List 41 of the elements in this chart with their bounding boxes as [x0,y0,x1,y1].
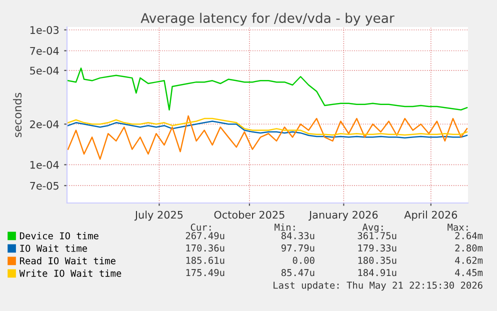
line-series [67,115,468,160]
x-tick-label: January 2026 [308,210,378,221]
text: 4.45m [455,269,483,276]
text: Last update: Thu May 21 22:15:30 2026 [274,281,482,291]
y-tick-label: 7e-05 [30,182,58,190]
y-tick-label: 7e-04 [30,46,59,55]
legend-label: Write IO Wait time [19,270,122,277]
text: 84.33u [281,232,314,240]
line-series [67,118,468,136]
line-series [67,68,468,111]
y-tick-label: 1e-04 [30,160,59,169]
x-tick-label: October 2025 [214,210,284,219]
text: 4.62m [455,256,483,264]
text: 185.61u [186,256,224,264]
y-tick-label: 5e-04 [30,66,59,75]
text: 85.47u [281,269,314,276]
text: Max: [448,224,468,231]
text: Min: [274,223,295,231]
text: 170.36u [186,244,224,252]
line-series [67,120,468,139]
text: 180.35u [358,256,396,264]
y-tick-label: 1e-03 [30,26,59,34]
text: Avg: [362,224,383,233]
text: 179.33u [358,244,396,252]
text: Cur: [190,224,211,231]
text: 2.64m [455,232,483,240]
legend-label: Device IO time [20,232,98,240]
x-tick-label: April 2026 [404,210,458,221]
text: 184.91u [358,269,396,276]
legend-label: IO Wait time [20,244,88,252]
text: 175.49u [186,269,224,276]
legend-label: Read IO Wait time [20,257,116,264]
text: 97.79u [281,244,314,252]
y-axis-title: seconds [13,92,22,138]
text: 267.49u [186,232,224,240]
chart-title: Average latency for /dev/vda - by year [140,12,394,26]
text: 361.75u [358,232,396,240]
text: 0.00 [292,256,314,264]
y-tick-label: 2e-04 [30,120,59,128]
text: 2.80m [455,244,483,252]
x-tick-label: July 2025 [134,210,183,221]
